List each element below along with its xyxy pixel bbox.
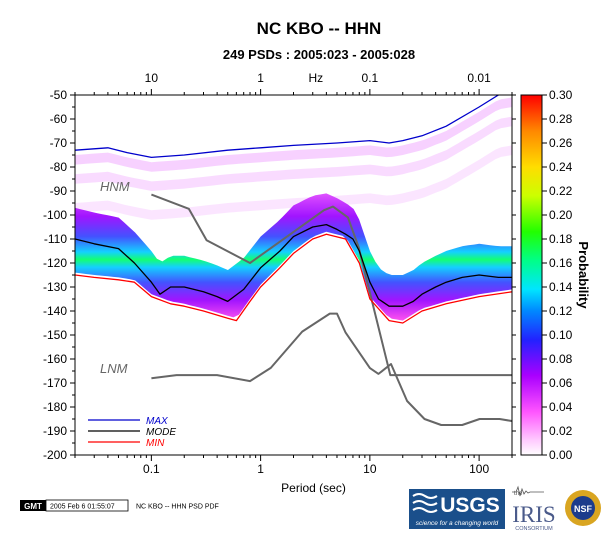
legend-mode-label: MODE: [146, 427, 176, 438]
density-band-low: [75, 145, 512, 220]
y-tick-label: -110: [44, 232, 67, 246]
colorbar-tick-label: 0.22: [549, 184, 573, 198]
y-tick-label: -200: [43, 448, 67, 462]
y-tick-label: -100: [43, 208, 67, 222]
colorbar-tick-label: 0.06: [549, 376, 573, 390]
y-tick-label: -80: [50, 160, 68, 174]
colorbar-tick-label: 0.02: [549, 424, 573, 438]
timestamp-box: [45, 499, 129, 512]
y-tick-label: -160: [43, 352, 67, 366]
y-tick-label: -150: [43, 328, 67, 342]
colorbar-tick-label: 0.16: [549, 256, 573, 270]
y-tick-label: -180: [43, 400, 67, 414]
x-tick-label: 10: [363, 462, 377, 476]
file-label: NC KBO -- HHN PSD PDF: [136, 504, 219, 511]
legend-max-label: MAX: [146, 416, 168, 427]
legend: MAX MODE MIN: [88, 416, 176, 449]
y-tick-label: -170: [43, 376, 67, 390]
x-tick-label: 100: [469, 462, 489, 476]
gmt-label: GMT: [24, 502, 42, 511]
curve-hnm: [151, 193, 512, 377]
y-tick-label: -190: [43, 424, 67, 438]
iris-logo: the IRIS CONSORTIUM: [512, 485, 556, 532]
lnm-label: LNM: [100, 361, 128, 376]
colorbar-tick-label: 0.04: [549, 400, 573, 414]
curve-max: [75, 95, 503, 159]
gmt-badge: [20, 500, 46, 511]
x2-tick-label: 0.1: [362, 71, 379, 85]
colorbar-tick-label: 0.12: [549, 304, 573, 318]
y-tick-label: -50: [50, 88, 68, 102]
probability-density: [75, 97, 512, 321]
y-tick-label: -70: [50, 136, 68, 150]
chart-subtitle: 249 PSDs : 2005:023 - 2005:028: [223, 47, 415, 62]
curve-mode: [75, 223, 512, 307]
colorbar-tick-label: 0.08: [549, 352, 573, 366]
y-tick-label: -130: [43, 280, 67, 294]
colorbar: 0.30 0.28 0.26 0.24 0.22 0.20 0.18 0.16 0.14 0.12…: [520, 88, 591, 462]
x2-axis-label: Hz: [308, 71, 323, 85]
usgs-logo: USGS science for a changing world: [409, 489, 505, 529]
y-tick-label: -90: [50, 184, 68, 198]
colorbar-tick-label: 0.28: [549, 112, 573, 126]
x2-tick-label: 1: [257, 71, 264, 85]
x-tick-label: 0.1: [143, 462, 160, 476]
x2-tick-label: 10: [145, 71, 159, 85]
y-tick-label: -120: [43, 256, 67, 270]
svg-text:science for a changing world: science for a changing world: [416, 520, 499, 527]
svg-text:IRIS: IRIS: [512, 502, 555, 527]
colorbar-tick-label: 0.24: [549, 160, 573, 174]
y-tick-label: -140: [43, 304, 67, 318]
curves: [75, 95, 512, 426]
chart-title: NC KBO -- HHN: [257, 19, 382, 38]
density-band-mid: [75, 116, 512, 191]
nsf-logo: NSF: [565, 490, 601, 526]
footer: GMT 2005 Feb 6 01:55:07 NC KBO -- HHN PS…: [20, 499, 219, 512]
colorbar-tick-label: 0.14: [549, 280, 573, 294]
density-core: [75, 193, 512, 321]
y-tick-label: -60: [50, 112, 68, 126]
colorbar-tick-label: 0.00: [549, 448, 573, 462]
colorbar-tick-label: 0.26: [549, 136, 573, 150]
colorbar-tick-label: 0.10: [549, 328, 573, 342]
hnm-label: HNM: [100, 179, 130, 194]
axes: -50 -60 -70 -80 -90 -100 -110 -120 -130 -140 -150 -…: [43, 71, 516, 495]
x2-tick-label: 0.01: [467, 71, 491, 85]
svg-text:the: the: [514, 491, 523, 497]
colorbar-label: Probability: [576, 241, 591, 309]
colorbar-gradient: [520, 94, 543, 456]
legend-min-label: MIN: [146, 438, 165, 449]
x-axis-label: Period (sec): [281, 481, 346, 495]
curve-lnm: [151, 312, 512, 426]
timestamp: 2005 Feb 6 01:55:07: [50, 504, 115, 511]
colorbar-tick-label: 0.30: [549, 88, 573, 102]
svg-text:USGS: USGS: [440, 494, 500, 517]
curve-min: [75, 233, 512, 324]
colorbar-tick-label: 0.20: [549, 208, 573, 222]
svg-text:CONSORTIUM: CONSORTIUM: [515, 526, 553, 532]
x-tick-label: 1: [257, 462, 264, 476]
svg-text:NSF: NSF: [574, 504, 593, 514]
colorbar-tick-label: 0.18: [549, 232, 573, 246]
density-band-upper: [75, 97, 512, 172]
